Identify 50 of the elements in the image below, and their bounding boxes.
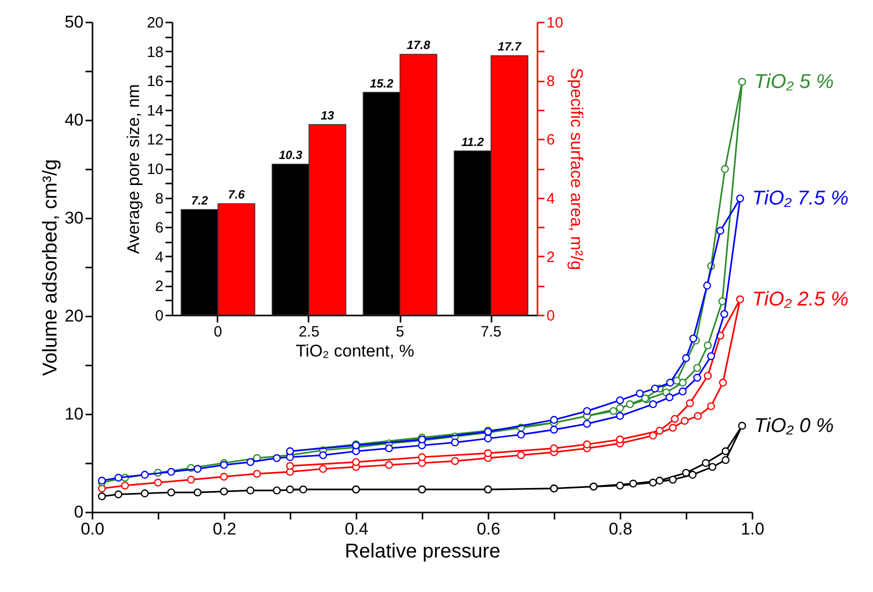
y-tick-label: 2 [155, 278, 164, 296]
y2-tick-label: 4 [546, 190, 555, 208]
data-label: 17.8 [406, 38, 430, 52]
data-label: 11.2 [461, 134, 484, 149]
data-label: 7.2 [191, 194, 208, 208]
x-tick-label: 0.0 [80, 520, 104, 538]
x-tick-label: 0.8 [608, 520, 632, 538]
series-label: TiO₂ 5 % [754, 70, 834, 93]
y-tick-label: 10 [146, 161, 164, 178]
y-axis-title: Volume adsorbed, cm³/g [40, 159, 62, 376]
y-tick-label: 30 [64, 208, 84, 228]
x-tick-label: 7.5 [480, 324, 502, 340]
y-tick-label: 0 [74, 502, 84, 522]
y2-tick-label: 10 [546, 14, 564, 32]
y-tick-label: 4 [155, 248, 164, 266]
y2-axis-title: Specific surface area, m²/g [567, 68, 586, 270]
y-tick-label: 20 [146, 14, 164, 32]
y2-tick-label: 8 [546, 73, 555, 90]
x-tick-label: 0.6 [476, 520, 500, 538]
y-tick-label: 50 [64, 12, 84, 32]
y-axis-title: Average pore size, nm [124, 84, 143, 254]
x-tick-label: 0.2 [212, 520, 236, 538]
x-tick-label: 1.0 [740, 520, 764, 538]
x-tick-label: 2.5 [298, 324, 320, 340]
data-label: 13 [320, 108, 334, 123]
x-tick-label: 5 [396, 324, 404, 340]
y-tick-label: 18 [146, 44, 164, 61]
x-tick-label: 0.4 [344, 520, 368, 538]
y-tick-label: 16 [146, 73, 164, 90]
y2-tick-label: 2 [546, 248, 555, 266]
x-axis-title: TiO₂ content, % [296, 342, 414, 360]
x-axis-title: Relative pressure [344, 540, 500, 562]
series-label: TiO₂ 0 % [754, 414, 834, 437]
y-tick-label: 40 [64, 110, 84, 130]
y2-tick-label: 6 [546, 132, 555, 149]
y-tick-label: 10 [64, 404, 84, 424]
series-label: TiO₂ 7.5 % [752, 187, 848, 210]
y-tick-label: 6 [155, 220, 164, 237]
x-tick-label: 0 [214, 324, 222, 340]
data-label: 7.6 [228, 188, 246, 202]
y-tick-label: 20 [64, 306, 84, 326]
y2-tick-label: 0 [546, 308, 555, 324]
y-tick-label: 14 [146, 102, 164, 120]
data-label: 17.7 [498, 40, 522, 54]
data-label: 15.2 [370, 76, 394, 90]
y-tick-label: 8 [155, 190, 164, 208]
y-tick-label: 0 [155, 308, 164, 324]
data-label: 10.3 [278, 148, 303, 162]
series-label: TiO₂ 2.5 % [752, 288, 848, 310]
y-tick-label: 12 [146, 132, 164, 149]
